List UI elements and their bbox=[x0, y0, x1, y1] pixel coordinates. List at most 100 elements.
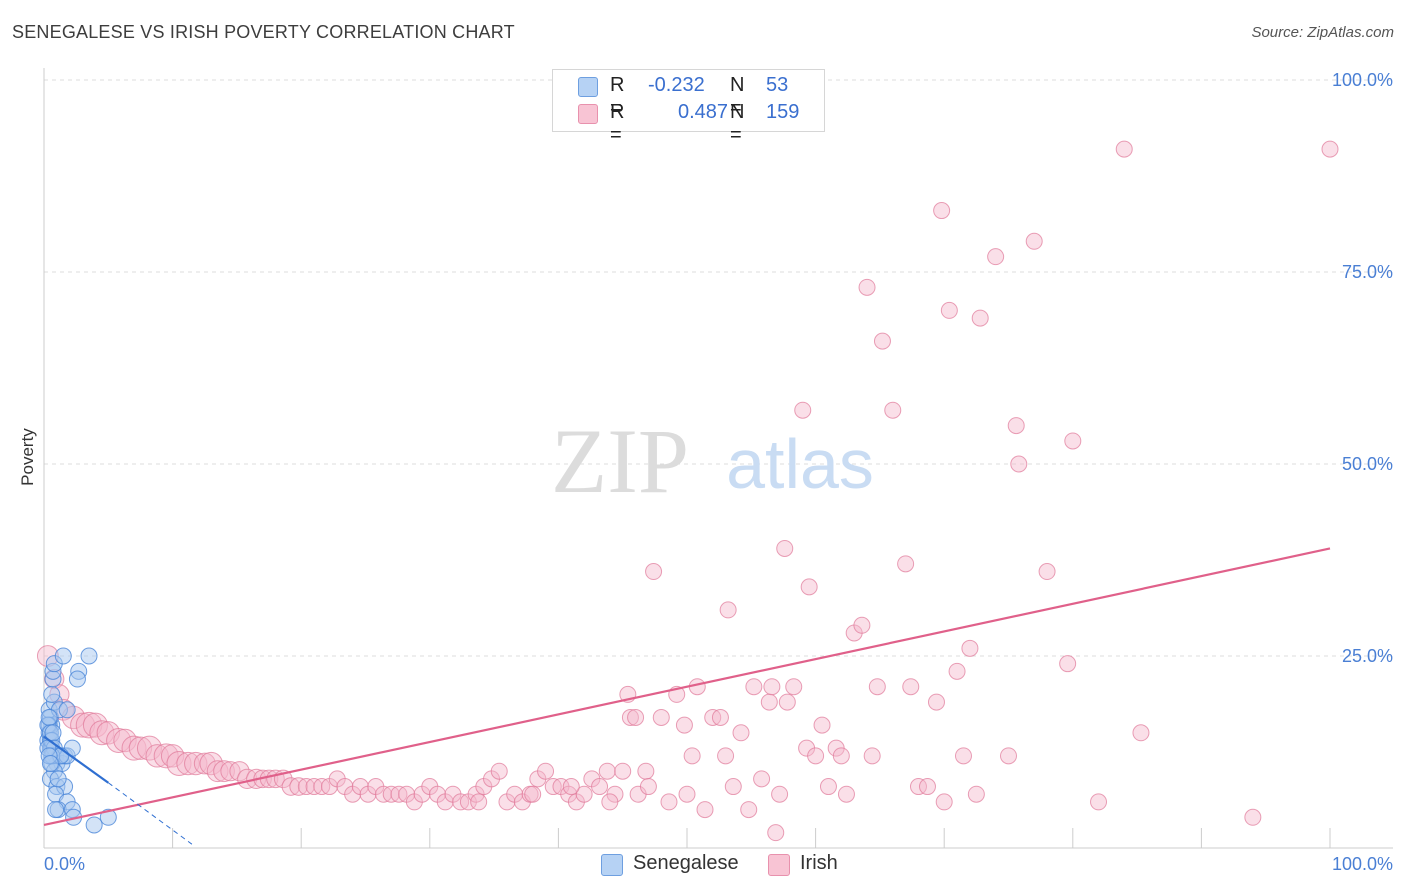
irish-point bbox=[935, 793, 953, 811]
irish-point bbox=[902, 678, 920, 696]
irish-point bbox=[220, 761, 241, 782]
irish-point bbox=[948, 662, 966, 680]
senegalese-point bbox=[99, 808, 117, 826]
watermark: ZIP atlas bbox=[551, 410, 874, 512]
irish-point bbox=[176, 751, 200, 776]
irish-point bbox=[794, 401, 812, 419]
irish-point bbox=[627, 708, 645, 726]
irish-point bbox=[678, 785, 696, 803]
irish-point bbox=[70, 712, 96, 738]
irish-point bbox=[614, 762, 632, 780]
irish-point bbox=[785, 678, 803, 696]
irish-point bbox=[601, 793, 619, 811]
irish-point bbox=[717, 747, 735, 765]
irish-point bbox=[909, 778, 927, 796]
irish-point bbox=[1025, 232, 1043, 250]
irish-point bbox=[683, 747, 701, 765]
trend-lines bbox=[43, 547, 1331, 845]
y-tick-label: 75.0% bbox=[1342, 262, 1393, 282]
irish-point bbox=[1000, 747, 1017, 765]
senegalese-point bbox=[58, 701, 76, 719]
legend-r-label: R = bbox=[610, 101, 625, 146]
irish-point bbox=[1132, 724, 1150, 742]
y-tick-label: 25.0% bbox=[1342, 646, 1393, 666]
legend-n-value: 159 bbox=[766, 101, 800, 123]
irish-point bbox=[1010, 455, 1028, 473]
irish-trend-line bbox=[43, 547, 1331, 827]
irish-point bbox=[853, 616, 871, 634]
irish-point bbox=[562, 778, 580, 796]
irish-point bbox=[740, 801, 758, 819]
senegalese-point bbox=[54, 647, 72, 665]
senegalese-point bbox=[85, 816, 103, 834]
irish-point bbox=[75, 711, 103, 739]
irish-point bbox=[1038, 563, 1056, 581]
irish-point bbox=[832, 747, 850, 765]
irish-point bbox=[598, 762, 616, 780]
irish-point bbox=[645, 563, 663, 581]
irish-point bbox=[873, 332, 891, 350]
bottom-legend-swatch-senegalese bbox=[601, 854, 623, 876]
x-tick-label-max: 100.0% bbox=[1332, 854, 1393, 874]
senegalese-point bbox=[43, 685, 61, 703]
irish-point bbox=[89, 720, 115, 746]
irish-point bbox=[121, 735, 147, 761]
bottom-legend-swatch-irish bbox=[768, 854, 790, 876]
irish-point bbox=[637, 762, 655, 780]
irish-point bbox=[837, 785, 855, 803]
irish-point bbox=[166, 751, 192, 777]
irish-point bbox=[868, 678, 886, 696]
irish-point bbox=[660, 793, 678, 811]
irish-point bbox=[760, 693, 778, 711]
irish-point bbox=[858, 278, 876, 296]
irish-point bbox=[213, 760, 235, 783]
legend-r-value: 0.487 bbox=[678, 101, 729, 123]
irish-point bbox=[927, 693, 945, 711]
irish-point bbox=[652, 708, 670, 726]
irish-point bbox=[470, 793, 488, 811]
irish-point bbox=[954, 747, 972, 765]
senegalese-points bbox=[39, 647, 117, 834]
legend-n-label: N = bbox=[730, 74, 745, 119]
irish-point bbox=[863, 747, 881, 765]
legend-r-label: R = bbox=[610, 74, 625, 119]
source-label: Source: ZipAtlas.com bbox=[1251, 24, 1394, 41]
irish-point bbox=[675, 716, 693, 734]
irish-point bbox=[524, 785, 542, 803]
irish-point bbox=[719, 601, 737, 619]
irish-point bbox=[1059, 655, 1077, 673]
irish-point bbox=[193, 752, 216, 775]
irish-point bbox=[961, 639, 979, 657]
senegalese-point bbox=[68, 670, 86, 688]
irish-point bbox=[153, 743, 179, 769]
gridlines bbox=[44, 79, 1393, 657]
y-tick-label: 100.0% bbox=[1332, 70, 1393, 90]
irish-point bbox=[82, 712, 108, 738]
irish-point bbox=[490, 762, 508, 780]
irish-point bbox=[1115, 140, 1133, 158]
irish-point bbox=[918, 778, 936, 796]
irish-point bbox=[987, 248, 1005, 266]
irish-point bbox=[591, 778, 609, 796]
bottom-legend-label-irish: Irish bbox=[800, 852, 838, 874]
irish-point bbox=[639, 778, 657, 796]
senegalese-point bbox=[47, 801, 65, 819]
irish-point bbox=[819, 778, 837, 796]
senegalese-point bbox=[80, 647, 98, 665]
senegalese-point bbox=[40, 708, 58, 726]
irish-point bbox=[1007, 417, 1025, 435]
irish-point bbox=[776, 539, 794, 557]
irish-point bbox=[537, 762, 555, 780]
watermark-atlas: atlas bbox=[726, 425, 874, 503]
legend-n-label: N = bbox=[730, 101, 745, 146]
senegalese-trend-extension bbox=[108, 782, 193, 845]
irish-point bbox=[933, 202, 951, 220]
irish-point bbox=[1064, 432, 1082, 450]
irish-point bbox=[724, 778, 742, 796]
irish-point bbox=[1090, 793, 1108, 811]
watermark-zip: ZIP bbox=[551, 410, 689, 512]
y-tick-labels: 25.0% 50.0% 75.0% 100.0% bbox=[1332, 70, 1393, 666]
irish-point bbox=[753, 770, 771, 788]
legend-n-value: 53 bbox=[766, 74, 789, 96]
